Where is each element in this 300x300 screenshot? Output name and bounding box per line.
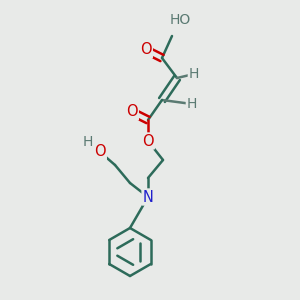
Text: O: O (142, 134, 154, 148)
Text: O: O (126, 104, 138, 119)
Text: HO: HO (169, 13, 190, 27)
Text: H: H (189, 67, 199, 81)
Text: O: O (140, 43, 152, 58)
Text: H: H (187, 97, 197, 111)
Text: H: H (83, 135, 93, 149)
Text: O: O (94, 145, 106, 160)
Text: N: N (142, 190, 153, 205)
